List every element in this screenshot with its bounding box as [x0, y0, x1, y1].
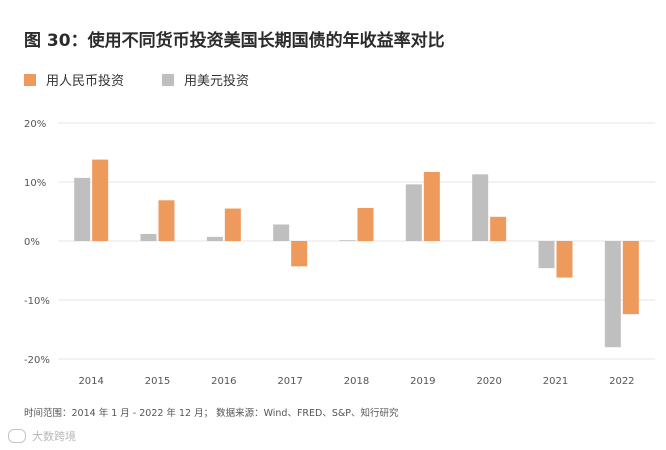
bar-usd-2019 — [405, 184, 422, 241]
legend-label-cny: 用人民币投资 — [46, 74, 125, 89]
bar-cny-2022 — [622, 241, 639, 315]
x-tick-label: 2018 — [344, 376, 369, 387]
bar-usd-2017 — [273, 224, 290, 241]
y-tick-label: 0% — [24, 237, 40, 248]
chart-title: 图 30：使用不同货币投资美国长期国债的年收益率对比 — [24, 31, 445, 51]
legend-label-usd: 用美元投资 — [184, 74, 250, 89]
bar-cny-2016 — [224, 208, 241, 241]
y-tick-label: -20% — [24, 355, 50, 366]
legend-item-usd: 用美元投资 — [162, 70, 249, 89]
watermark: 大数跨境 — [8, 428, 76, 444]
bar-usd-2016 — [206, 236, 223, 241]
bar-cny-2017 — [291, 241, 308, 267]
bar-cny-2014 — [92, 159, 109, 241]
y-tick-label: 20% — [24, 119, 46, 130]
source-note: 时间范围：2014 年 1 月 - 2022 年 12 月； 数据来源：Wind… — [24, 408, 399, 419]
legend-swatch-usd — [162, 73, 175, 86]
y-tick-label: -10% — [24, 296, 50, 307]
x-tick-label: 2014 — [78, 376, 103, 387]
watermark-text: 大数跨境 — [32, 430, 76, 443]
legend: 用人民币投资 用美元投资 — [24, 70, 287, 89]
y-tick-label: 10% — [24, 178, 46, 189]
bar-usd-2015 — [140, 233, 157, 241]
bar-cny-2018 — [357, 207, 374, 241]
bar-usd-2020 — [472, 174, 489, 241]
bar-usd-2021 — [538, 241, 555, 269]
legend-swatch-cny — [24, 73, 36, 86]
bar-cny-2015 — [158, 200, 175, 241]
bar-usd-2018 — [339, 240, 356, 241]
x-tick-label: 2016 — [211, 376, 236, 387]
bar-cny-2020 — [490, 216, 507, 241]
legend-item-cny: 用人民币投资 — [24, 70, 124, 89]
x-tick-label: 2019 — [410, 376, 435, 387]
bar-cny-2019 — [423, 171, 440, 241]
x-tick-label: 2015 — [145, 376, 170, 387]
watermark-logo-icon — [8, 429, 26, 443]
bar-usd-2022 — [604, 241, 621, 348]
bar-chart: 20% 10% 0% -10% -20% 2014 2015 2016 2017 2018 2019… — [24, 119, 655, 387]
x-tick-label: 2021 — [543, 376, 568, 387]
x-tick-label: 2017 — [277, 376, 302, 387]
x-tick-label: 2022 — [609, 376, 634, 387]
x-tick-label: 2020 — [476, 376, 501, 387]
bar-cny-2021 — [556, 241, 573, 278]
bar-usd-2014 — [74, 177, 91, 241]
